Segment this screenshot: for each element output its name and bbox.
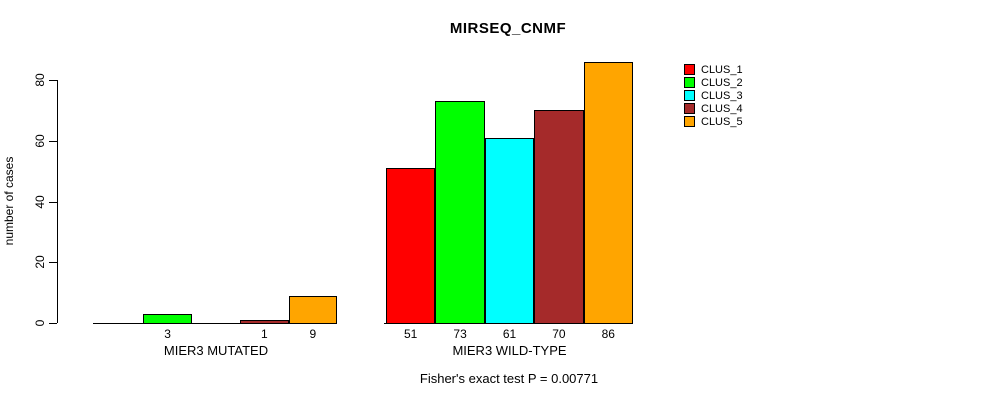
y-tick-mark <box>49 323 57 324</box>
bar-clus_1-wildtype <box>386 168 436 324</box>
legend-item-clus_2: CLUS_2 <box>684 76 764 89</box>
bar-value-label: 61 <box>502 327 517 341</box>
legend-swatch-icon <box>684 103 695 114</box>
bar-value-label: 9 <box>309 327 317 341</box>
x-group-label: MIER3 MUTATED <box>163 343 269 358</box>
legend-swatch-icon <box>684 116 695 127</box>
bar-value-label: 73 <box>453 327 467 341</box>
footnote-fisher-test: Fisher's exact test P = 0.00771 <box>419 371 599 386</box>
bar-clus_2-wildtype <box>435 101 485 324</box>
bar-value-label: 51 <box>404 327 418 341</box>
bar-clus_4-mutated <box>240 319 289 324</box>
legend-item-clus_3: CLUS_3 <box>684 89 764 102</box>
bar-value-label: 86 <box>601 327 615 341</box>
legend-label: CLUS_3 <box>701 90 743 102</box>
legend-swatch-icon <box>684 90 695 101</box>
chart-title: MIRSEQ_CNMF <box>449 20 567 37</box>
y-axis-line <box>57 80 58 323</box>
bar-clus_5-wildtype <box>583 61 633 324</box>
legend-label: CLUS_4 <box>701 103 743 115</box>
y-tick-mark <box>49 140 57 142</box>
bar-value-label: 3 <box>164 327 171 341</box>
bar-clus_4-wildtype <box>534 110 584 324</box>
bar-value-label: 70 <box>552 327 566 341</box>
y-tick-label: 0 <box>33 319 47 327</box>
bar-clus_2-mutated <box>143 313 192 324</box>
legend-item-clus_5: CLUS_5 <box>684 115 764 128</box>
y-tick-label: 40 <box>33 194 47 209</box>
legend-swatch-icon <box>684 77 695 88</box>
legend-label: CLUS_5 <box>701 116 743 128</box>
y-tick-mark <box>49 80 57 81</box>
y-tick-label: 80 <box>33 73 47 87</box>
bar-clus_3-wildtype <box>484 137 535 324</box>
legend-swatch-icon <box>684 64 695 75</box>
group-baseline <box>93 323 337 324</box>
legend-item-clus_4: CLUS_4 <box>684 102 764 115</box>
legend-label: CLUS_1 <box>701 64 743 76</box>
bar-clus_5-mutated <box>288 295 337 324</box>
bar-value-label: 1 <box>261 327 268 341</box>
y-tick-label: 20 <box>33 255 47 269</box>
legend-label: CLUS_2 <box>701 77 743 89</box>
y-tick-mark <box>49 201 57 203</box>
legend-item-clus_1: CLUS_1 <box>684 63 764 76</box>
y-tick-mark <box>49 262 57 264</box>
y-tick-label: 60 <box>33 134 47 148</box>
x-group-label: MIER3 WILD-TYPE <box>452 343 567 358</box>
